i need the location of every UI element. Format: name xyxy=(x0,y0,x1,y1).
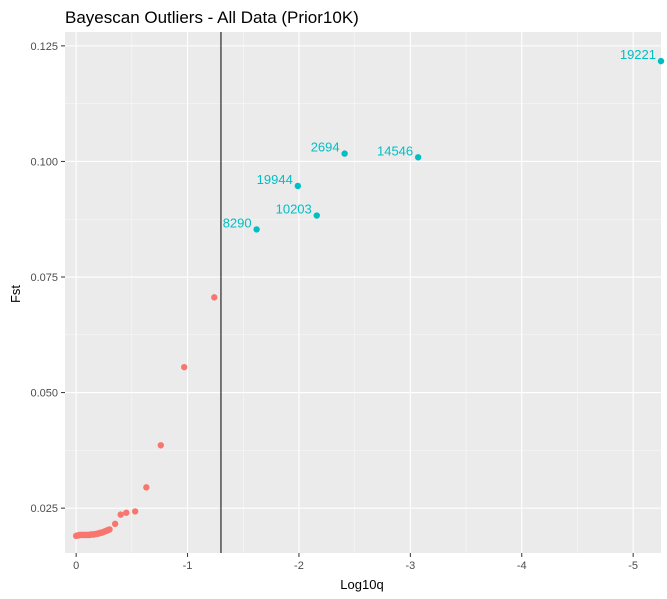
plot-panel xyxy=(65,32,661,553)
point-labels: 8290 19944 10203 2694 14546 19221 xyxy=(223,47,656,230)
data-point xyxy=(117,511,124,518)
minor-gridlines xyxy=(65,32,661,553)
outlier-label: 10203 xyxy=(276,202,312,217)
outlier-label: 2694 xyxy=(311,140,340,155)
outlier-point xyxy=(414,154,422,161)
y-tick-label: 0.025 xyxy=(30,503,58,515)
y-axis-tick-labels: 0.025 0.050 0.075 0.100 0.125 xyxy=(30,41,58,515)
data-point xyxy=(181,363,188,371)
outlier-point xyxy=(657,57,665,65)
outlier-point xyxy=(313,212,320,219)
data-point xyxy=(123,509,130,516)
axis-ticks xyxy=(61,45,634,557)
x-axis-title: Log10q xyxy=(340,577,383,592)
outlier-label: 19944 xyxy=(257,172,293,187)
x-tick-label: -4 xyxy=(517,560,527,572)
data-points xyxy=(72,57,665,540)
chart-title: Bayescan Outliers - All Data (Prior10K) xyxy=(65,8,359,27)
data-point xyxy=(211,294,218,301)
x-tick-label: -2 xyxy=(294,560,304,572)
outlier-label: 8290 xyxy=(223,215,252,230)
data-point xyxy=(131,508,139,515)
outlier-point xyxy=(253,226,260,233)
data-point xyxy=(111,520,119,528)
x-tick-label: -3 xyxy=(405,560,415,572)
outlier-label: 19221 xyxy=(620,47,656,62)
x-axis-tick-labels: 0 -1 -2 -3 -4 -5 xyxy=(73,560,638,572)
outlier-point xyxy=(294,182,302,190)
x-tick-label: 0 xyxy=(73,560,79,572)
data-point xyxy=(143,484,150,491)
data-point xyxy=(157,442,165,449)
data-point xyxy=(106,526,113,533)
outlier-point xyxy=(341,150,348,157)
y-tick-label: 0.100 xyxy=(30,156,58,168)
y-tick-label: 0.050 xyxy=(30,388,58,400)
outlier-label: 14546 xyxy=(377,143,413,158)
y-tick-label: 0.075 xyxy=(30,272,58,284)
x-tick-label: -1 xyxy=(183,560,193,572)
y-tick-label: 0.125 xyxy=(30,41,58,53)
major-gridlines xyxy=(65,32,661,553)
y-axis-title: Fst xyxy=(8,285,23,303)
x-tick-label: -5 xyxy=(628,560,638,572)
